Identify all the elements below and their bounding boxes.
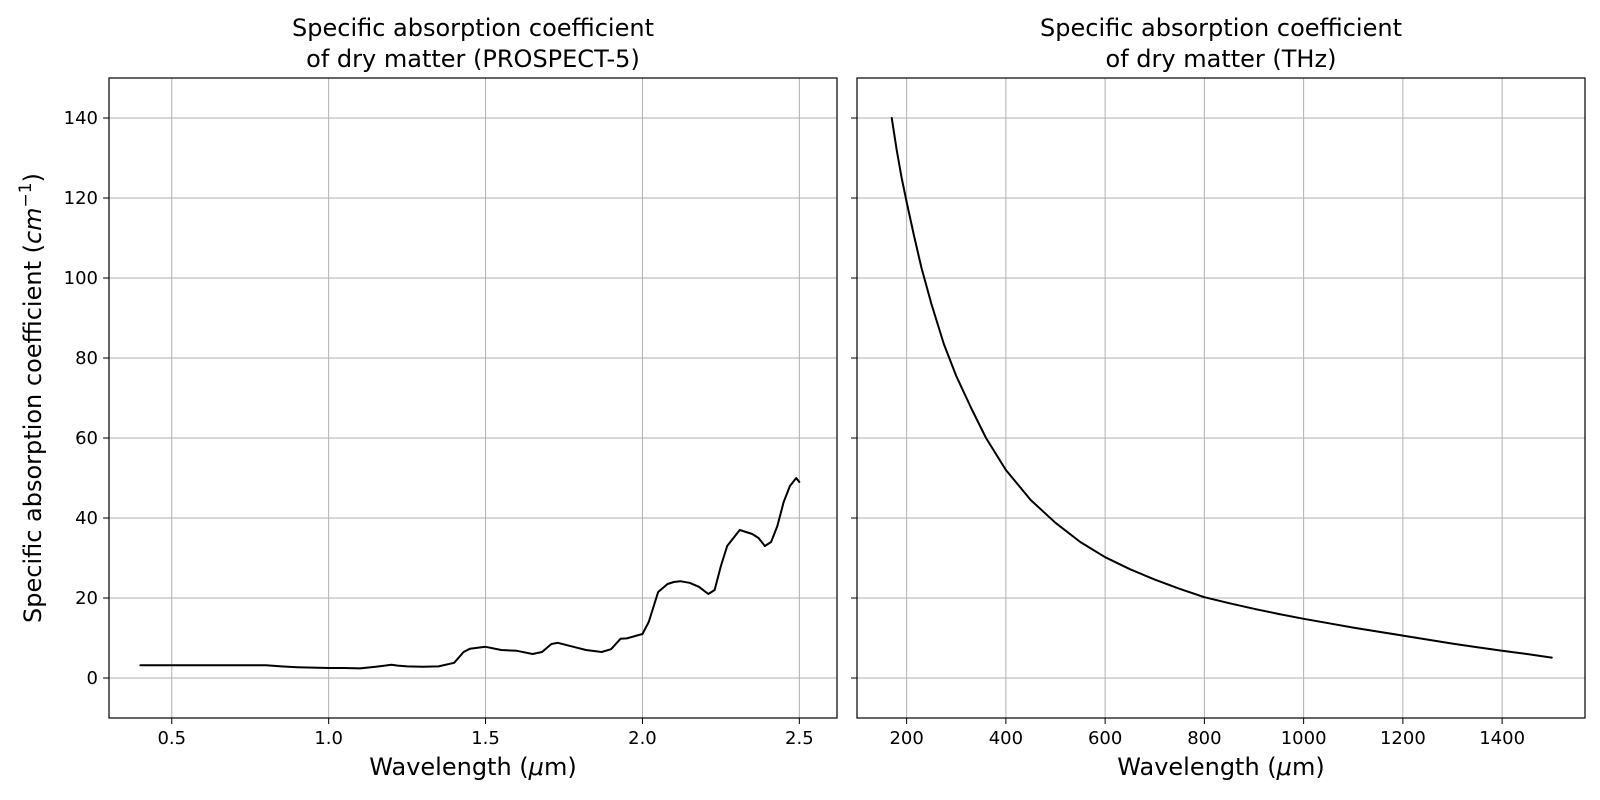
- panel-prospect5-frame: [108, 77, 838, 719]
- panel-thz-title-line1: Specific absorption coefficient: [1040, 14, 1402, 42]
- panel-thz-x-axis-label: Wavelength (μm): [1117, 753, 1324, 781]
- panel-prospect5-x-tick-label: 1.0: [314, 728, 343, 749]
- panel-prospect5-y-tick-label: 80: [75, 348, 98, 369]
- panel-prospect5: Specific absorption coefficient of dry m…: [64, 14, 838, 781]
- panel-prospect5-title-line2: of dry matter (PROSPECT-5): [306, 45, 640, 73]
- y-axis-label: Specific absorption coefficient (cm−1​): [16, 173, 47, 623]
- panel-thz-ticks: 200 400 600 800 1000 1200 1400: [851, 117, 1525, 749]
- panel-prospect5-y-tick-label: 120: [64, 188, 98, 209]
- panel-prospect5-x-tick-label: 2.5: [785, 728, 814, 749]
- panel-thz-x-tick-label: 400: [989, 728, 1023, 749]
- panel-thz-frame: [856, 77, 1586, 719]
- panel-thz-x-tick-label: 1400: [1479, 728, 1525, 749]
- panel-thz-x-tick-label: 800: [1187, 728, 1221, 749]
- panel-prospect5-x-tick-label: 2.0: [628, 728, 657, 749]
- panel-prospect5-ticks: 0.5 1.0 1.5 2.0 2.5 0 20 40 60 80 100 120 140: [64, 108, 814, 749]
- panel-thz: Specific absorption coefficient of dry m…: [851, 14, 1586, 781]
- panel-thz-grid: [857, 78, 1585, 718]
- panel-prospect5-grid: [109, 78, 837, 718]
- panel-prospect5-title-line1: Specific absorption coefficient: [292, 14, 654, 42]
- panel-prospect5-x-tick-label: 0.5: [157, 728, 186, 749]
- panel-prospect5-y-tick-label: 20: [75, 588, 98, 609]
- panel-prospect5-series: [139, 477, 801, 670]
- panel-prospect5-y-tick-label: 40: [75, 508, 98, 529]
- panel-prospect5-y-tick-label: 140: [64, 108, 98, 129]
- panel-thz-series-line: [890, 117, 1553, 659]
- panel-thz-title-line2: of dry matter (THz): [1106, 45, 1337, 73]
- panel-prospect5-y-tick-label: 100: [64, 268, 98, 289]
- panel-thz-x-tick-label: 600: [1088, 728, 1122, 749]
- panel-thz-series: [890, 117, 1553, 659]
- panel-thz-x-tick-label: 200: [889, 728, 923, 749]
- panel-prospect5-y-tick-label: 60: [75, 428, 98, 449]
- panel-thz-x-tick-label: 1200: [1380, 728, 1426, 749]
- panel-prospect5-x-tick-label: 1.5: [471, 728, 500, 749]
- panel-thz-x-tick-label: 1000: [1281, 728, 1327, 749]
- panel-prospect5-series-line: [139, 477, 801, 670]
- panel-prospect5-y-tick-label: 0: [87, 668, 98, 689]
- panel-prospect5-x-axis-label: Wavelength (μm): [369, 753, 576, 781]
